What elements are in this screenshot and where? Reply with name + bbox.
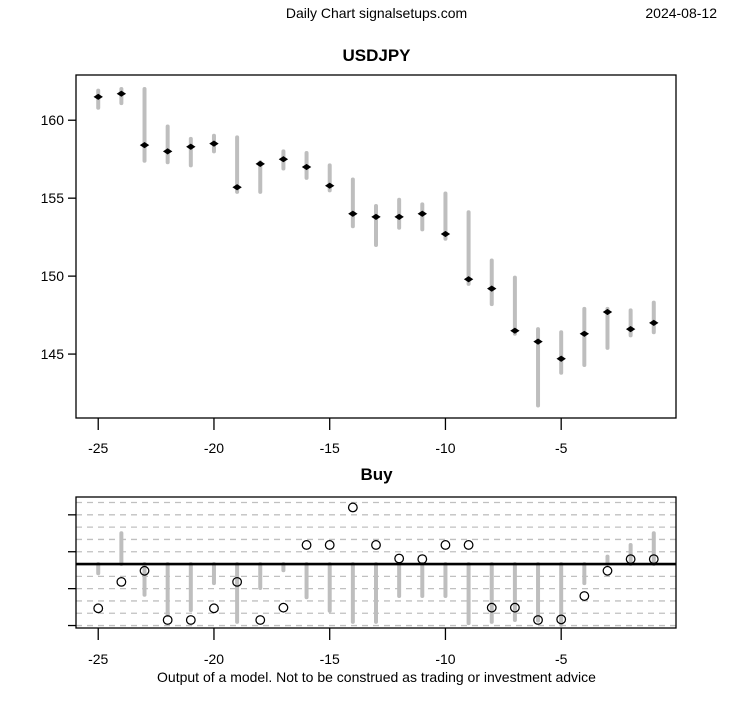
price-close-marker xyxy=(139,142,150,149)
signal-x-axis-tick-label: -5 xyxy=(555,651,568,667)
price-close-marker xyxy=(232,184,242,191)
model-point-circle xyxy=(232,576,243,587)
header-date: 2024-08-12 xyxy=(645,5,717,21)
price-close-marker xyxy=(417,210,427,217)
price-chart-title: USDJPY xyxy=(342,46,411,65)
price-x-axis-tick-label: -25 xyxy=(88,440,108,456)
model-point-circle xyxy=(533,615,543,625)
price-y-axis-tick-label: 160 xyxy=(41,112,65,128)
price-close-marker xyxy=(93,93,103,100)
price-y-axis-tick-label: 150 xyxy=(41,268,65,284)
model-point-circle xyxy=(255,615,266,625)
price-close-marker xyxy=(649,319,659,326)
price-close-marker xyxy=(325,182,335,189)
model-point-circle xyxy=(602,565,613,576)
price-close-marker xyxy=(162,148,173,155)
price-close-marker xyxy=(301,163,312,171)
price-y-axis-tick-label: 145 xyxy=(41,346,65,362)
model-point-circle xyxy=(139,565,150,576)
model-point-circle xyxy=(301,540,312,550)
header-title: Daily Chart signalsetups.com xyxy=(285,5,468,21)
price-y-axis-tick-label: 155 xyxy=(41,190,65,206)
price-x-axis-tick-label: -20 xyxy=(204,440,224,456)
price-close-marker xyxy=(348,210,358,217)
model-point-circle xyxy=(93,603,104,614)
price-close-marker xyxy=(116,90,127,97)
model-point-circle xyxy=(556,614,567,625)
price-plot-box xyxy=(75,74,677,419)
price-close-marker xyxy=(278,156,289,163)
price-close-marker xyxy=(209,140,219,147)
model-point-circle xyxy=(371,540,381,550)
price-close-marker xyxy=(255,160,265,167)
price-close-marker xyxy=(487,285,497,292)
model-point-circle xyxy=(440,540,451,550)
model-point-circle xyxy=(509,602,520,613)
model-point-circle xyxy=(162,615,173,625)
price-close-marker xyxy=(533,338,543,345)
model-point-circle xyxy=(579,591,590,601)
model-point-circle xyxy=(625,554,636,565)
signal-x-axis-tick-label: -25 xyxy=(88,651,108,667)
model-point-circle xyxy=(394,553,405,564)
price-close-marker xyxy=(556,355,566,362)
signal-x-axis-tick-label: -15 xyxy=(320,651,340,667)
model-point-circle xyxy=(324,540,335,550)
price-close-marker xyxy=(625,326,636,333)
price-close-marker xyxy=(186,143,196,150)
price-close-marker xyxy=(579,330,590,337)
signal-plot-box xyxy=(75,496,677,629)
price-close-marker xyxy=(371,213,381,220)
model-point-circle xyxy=(486,602,497,613)
price-close-marker xyxy=(394,213,404,220)
model-point-circle xyxy=(463,540,474,550)
footer-disclaimer: Output of a model. Not to be construed a… xyxy=(157,669,596,685)
signal-x-axis-tick-label: -10 xyxy=(435,651,455,667)
price-x-axis-tick-label: -5 xyxy=(555,440,568,456)
model-point-circle xyxy=(648,554,659,565)
price-x-axis-tick-label: -10 xyxy=(435,440,455,456)
price-x-axis-tick-label: -15 xyxy=(320,440,340,456)
model-point-circle xyxy=(417,554,428,565)
signal-x-axis-tick-label: -20 xyxy=(204,651,224,667)
price-close-marker xyxy=(463,276,474,283)
model-point-circle xyxy=(116,576,127,587)
model-point-circle xyxy=(347,502,358,513)
model-point-circle xyxy=(278,602,289,613)
price-close-marker xyxy=(440,230,451,238)
price-close-marker xyxy=(510,327,520,334)
model-point-circle xyxy=(185,615,196,625)
price-close-marker xyxy=(602,308,613,316)
model-point-circle xyxy=(209,603,219,614)
signal-chart-title: Buy xyxy=(360,465,393,484)
